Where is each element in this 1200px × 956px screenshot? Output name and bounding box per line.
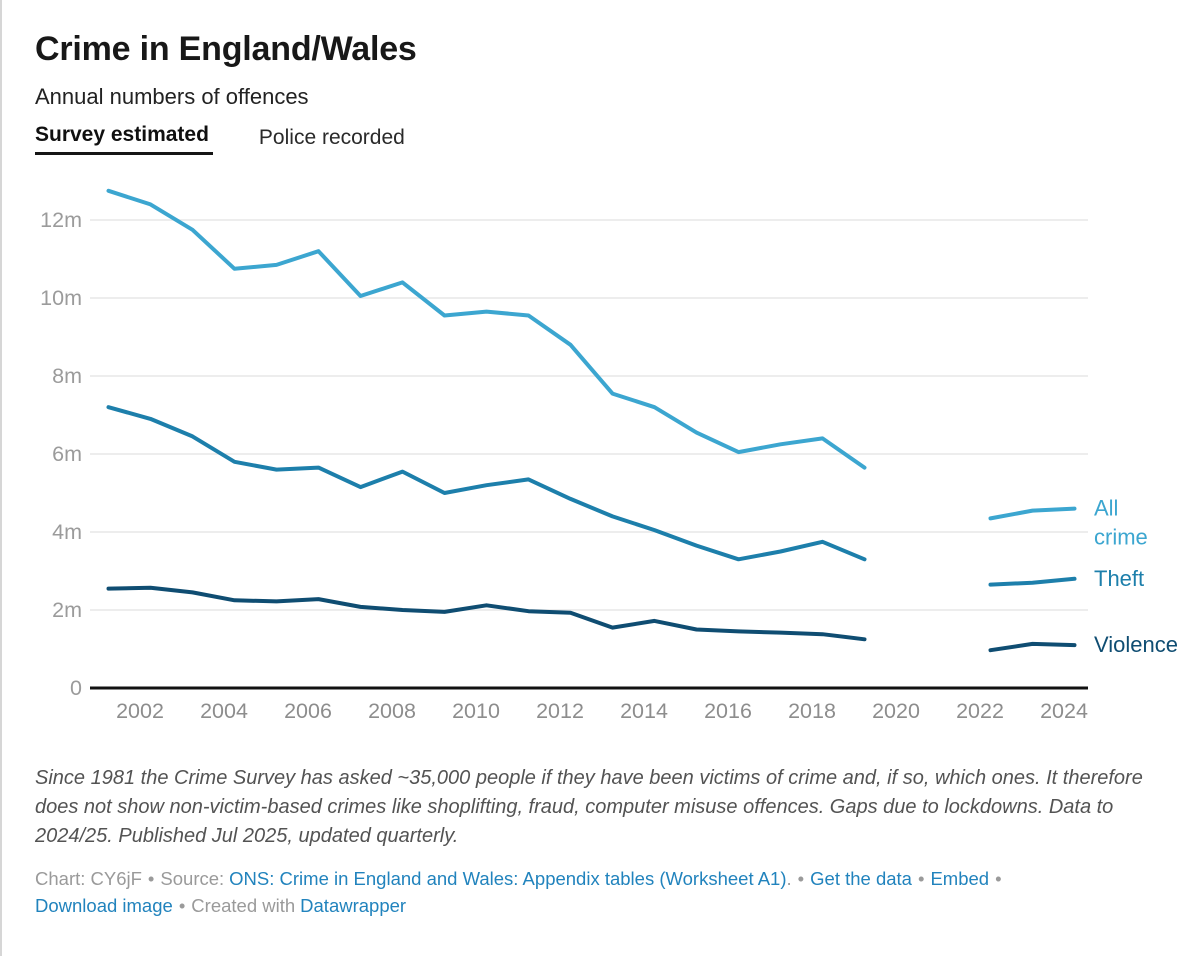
separator-dot: • (995, 868, 1002, 889)
line-chart: 12m 10m 8m 6m 4m 2m 0 2002 2004 2006 2008 2010 2012… (40, 188, 1178, 723)
y-tick-label: 0 (70, 676, 82, 700)
series-line-violence-segment-2[interactable] (988, 641, 1077, 653)
download-image-link[interactable]: Download image (35, 895, 173, 916)
separator-dot: • (917, 868, 925, 889)
page-title: Crime in England/Wales (35, 30, 417, 68)
series-direct-labels: All crime Theft Violence (1094, 496, 1178, 657)
separator-dot: • (178, 895, 186, 916)
get-the-data-link[interactable]: Get the data (810, 868, 912, 889)
x-tick-label: 2012 (536, 699, 584, 723)
x-tick-label: 2022 (956, 699, 1004, 723)
y-tick-label: 2m (52, 598, 82, 622)
y-tick-label: 4m (52, 520, 82, 544)
series-line-theft-segment-2[interactable] (988, 576, 1077, 587)
x-tick-label: 2008 (368, 699, 416, 723)
x-tick-label: 2016 (704, 699, 752, 723)
y-axis-tick-labels: 12m 10m 8m 6m 4m 2m 0 (40, 208, 82, 700)
y-tick-label: 12m (40, 208, 82, 232)
tab-police-recorded[interactable]: Police recorded (258, 126, 405, 149)
tab-bar: Survey estimated Police recorded (35, 123, 1198, 155)
series-label-all-crime: crime (1094, 525, 1148, 550)
source-label: Source: (160, 868, 225, 889)
series-label-all-crime: All (1094, 496, 1118, 521)
y-tick-label: 8m (52, 364, 82, 388)
datawrapper-link[interactable]: Datawrapper (300, 895, 407, 916)
x-tick-label: 2020 (872, 699, 920, 723)
x-tick-label: 2024 (1040, 699, 1088, 723)
x-tick-label: 2018 (788, 699, 836, 723)
x-tick-label: 2006 (284, 699, 332, 723)
separator-dot: • (147, 868, 155, 889)
x-tick-label: 2014 (620, 699, 668, 723)
series-lines (106, 188, 1077, 653)
series-line-violence-segment-1[interactable] (106, 585, 867, 642)
series-label-theft: Theft (1094, 566, 1144, 591)
chart-subtitle: Annual numbers of offences (35, 84, 309, 109)
series-line-all-crime-segment-1[interactable] (106, 188, 867, 470)
chart-byline: Chart: CY6jF • Source: ONS: Crime in Englan… (2, 865, 1175, 919)
chart-id-label: Chart: CY6jF (35, 868, 142, 889)
chart-header: Crime in England/Wales Annual numbers of… (2, 0, 1198, 155)
y-tick-label: 10m (40, 286, 82, 310)
separator-dot: • (797, 868, 805, 889)
created-with-label: Created with (191, 895, 296, 916)
embed-link[interactable]: Embed (930, 868, 990, 889)
x-tick-label: 2010 (452, 699, 500, 723)
chart-note: Since 1981 the Crime Survey has asked ~3… (35, 767, 1143, 847)
series-line-theft-segment-1[interactable] (106, 405, 867, 562)
source-link[interactable]: ONS: Crime in England and Wales: Appendi… (229, 868, 787, 889)
period-text: . (786, 868, 792, 889)
y-tick-label: 6m (52, 442, 82, 466)
tab-survey-estimated[interactable]: Survey estimated (35, 123, 213, 155)
gridlines (90, 219, 1088, 611)
series-label-violence: Violence (1094, 632, 1178, 657)
x-axis-tick-labels: 2002 2004 2006 2008 2010 2012 2014 2016 2018 2020… (116, 699, 1088, 723)
series-line-all-crime-segment-2[interactable] (988, 506, 1077, 521)
x-tick-label: 2004 (200, 699, 248, 723)
x-tick-label: 2002 (116, 699, 164, 723)
